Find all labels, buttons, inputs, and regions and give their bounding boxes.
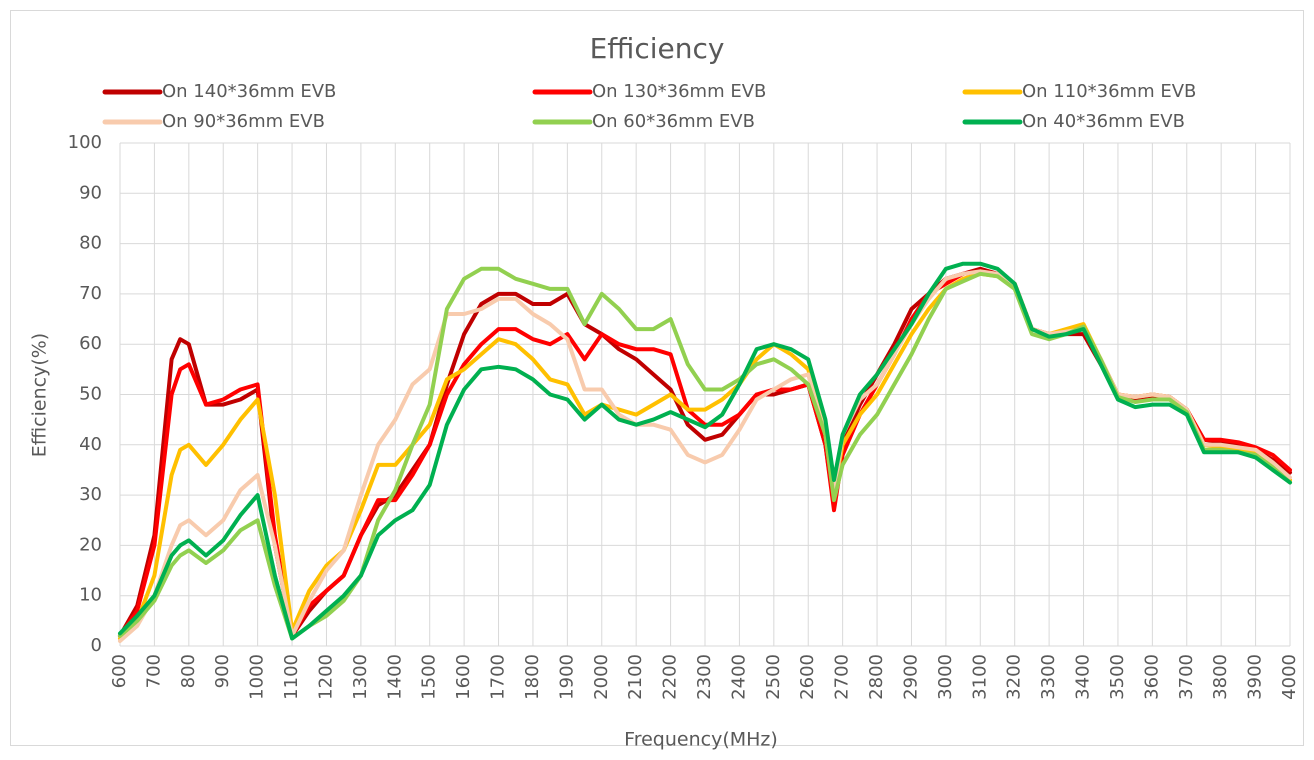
y-tick-label: 90 xyxy=(79,182,102,203)
x-tick-label: 3800 xyxy=(1210,654,1231,700)
x-tick-label: 2200 xyxy=(660,654,681,700)
x-tick-label: 1000 xyxy=(247,654,268,700)
x-tick-label: 2600 xyxy=(797,654,818,700)
x-tick-label: 1200 xyxy=(315,654,336,700)
x-tick-label: 1900 xyxy=(556,654,577,700)
x-tick-label: 1600 xyxy=(453,654,474,700)
y-tick-label: 0 xyxy=(91,635,102,656)
x-tick-label: 1800 xyxy=(522,654,543,700)
legend-label: On 130*36mm EVB xyxy=(592,81,766,102)
y-tick-label: 80 xyxy=(79,233,102,254)
y-tick-label: 40 xyxy=(79,434,102,455)
legend-label: On 110*36mm EVB xyxy=(1022,81,1196,102)
y-tick-label: 50 xyxy=(79,384,102,405)
x-tick-label: 2300 xyxy=(694,654,715,700)
x-tick-label: 3500 xyxy=(1107,654,1128,700)
x-tick-label: 2900 xyxy=(900,654,921,700)
y-tick-label: 60 xyxy=(79,333,102,354)
x-tick-label: 3400 xyxy=(1073,654,1094,700)
legend-label: On 40*36mm EVB xyxy=(1022,111,1185,132)
y-tick-label: 70 xyxy=(79,283,102,304)
x-tick-label: 2000 xyxy=(591,654,612,700)
chart-title: Efficiency xyxy=(590,32,725,65)
y-tick-label: 10 xyxy=(79,585,102,606)
x-tick-label: 700 xyxy=(143,654,164,688)
x-tick-label: 3900 xyxy=(1245,654,1266,700)
x-tick-label: 2700 xyxy=(832,654,853,700)
x-tick-label: 3100 xyxy=(969,654,990,700)
x-tick-label: 800 xyxy=(178,654,199,688)
x-tick-label: 3200 xyxy=(1004,654,1025,700)
x-tick-label: 1400 xyxy=(384,654,405,700)
y-axis-label: Efficiency(%) xyxy=(29,333,51,457)
x-tick-label: 600 xyxy=(109,654,130,688)
x-tick-label: 1300 xyxy=(350,654,371,700)
x-tick-label: 4000 xyxy=(1279,654,1300,700)
series-line xyxy=(118,261,1292,641)
x-tick-label: 900 xyxy=(212,654,233,688)
x-tick-label: 2100 xyxy=(625,654,646,700)
x-tick-label: 2400 xyxy=(728,654,749,700)
x-tick-label: 1100 xyxy=(281,654,302,700)
x-tick-label: 3300 xyxy=(1038,654,1059,700)
x-tick-label: 3600 xyxy=(1141,654,1162,700)
legend-label: On 60*36mm EVB xyxy=(592,111,755,132)
x-tick-label: 1500 xyxy=(419,654,440,700)
x-tick-label: 1700 xyxy=(488,654,509,700)
x-axis-label: Frequency(MHz) xyxy=(624,729,778,751)
x-tick-label: 2500 xyxy=(763,654,784,700)
x-tick-label: 3700 xyxy=(1176,654,1197,700)
x-tick-label: 2800 xyxy=(866,654,887,700)
x-tick-label: 3000 xyxy=(935,654,956,700)
y-tick-label: 20 xyxy=(79,534,102,555)
legend-label: On 140*36mm EVB xyxy=(162,81,336,102)
y-tick-label: 100 xyxy=(68,132,102,153)
legend-label: On 90*36mm EVB xyxy=(162,111,325,132)
y-tick-label: 30 xyxy=(79,484,102,505)
